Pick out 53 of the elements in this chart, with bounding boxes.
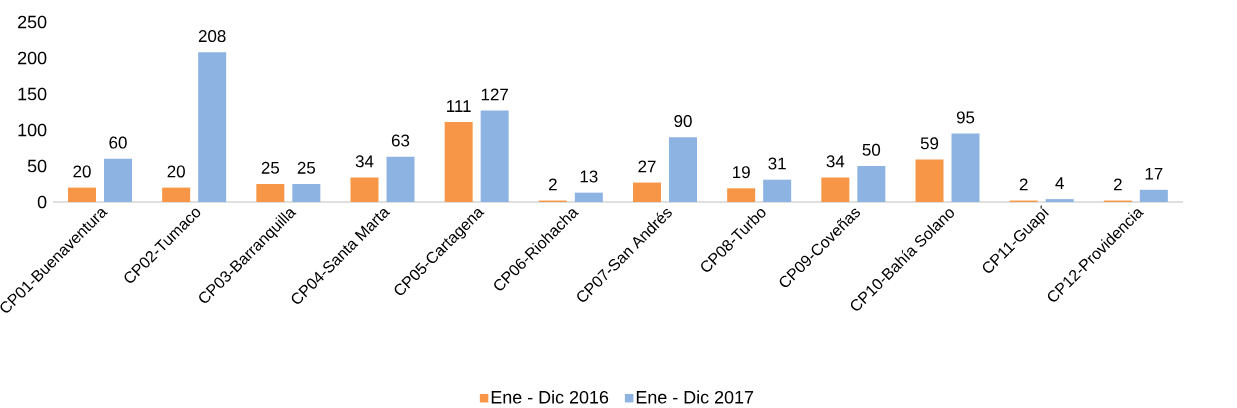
bar [763,179,792,202]
y-tick-label: 100 [18,123,47,137]
bar [292,184,321,202]
data-label: 95 [956,111,975,124]
data-label: 25 [261,161,280,174]
data-label: 90 [674,115,692,128]
data-label: 27 [638,160,656,173]
data-label: 13 [580,170,598,183]
data-label: 208 [198,30,226,43]
data-label: 25 [297,161,316,174]
bar [915,159,944,202]
y-tick-label: 250 [18,15,47,29]
data-label: 63 [391,134,410,147]
bar [821,177,850,202]
bar [350,177,379,202]
y-tick-label: 0 [37,195,47,209]
data-label: 20 [73,165,91,178]
bar [444,122,473,202]
bar [104,158,132,202]
bar [256,184,285,202]
data-label: 2 [1113,178,1122,191]
data-label: 34 [355,155,374,168]
data-label: 20 [167,165,185,178]
data-label: 34 [826,155,845,168]
bar [727,188,756,202]
bar [574,192,603,202]
data-label: 2 [548,178,557,191]
data-label: 60 [109,136,127,149]
legend-label: Ene - Dic 2016 [491,390,609,404]
bar [857,166,886,202]
data-label: 31 [768,157,786,170]
y-tick-label: 150 [18,87,47,101]
bar [162,187,191,202]
data-label: 17 [1145,167,1163,180]
data-label: 2 [1019,178,1028,191]
bar [68,187,96,202]
data-label: 4 [1055,177,1064,189]
y-tick-label: 50 [27,159,47,173]
bar [1139,189,1168,202]
y-tick-label: 200 [18,51,47,65]
data-label: 111 [447,100,471,112]
bar [669,137,697,202]
legend-label: Ene - Dic 2017 [636,390,754,404]
data-label: 59 [920,137,939,150]
bar [633,182,661,202]
data-label: 50 [862,143,881,156]
bar [951,133,980,202]
bar [1045,199,1074,202]
data-label: 19 [733,166,750,179]
bar [480,110,509,202]
bar [198,52,227,202]
data-label: 127 [481,88,508,101]
bar [386,156,415,202]
